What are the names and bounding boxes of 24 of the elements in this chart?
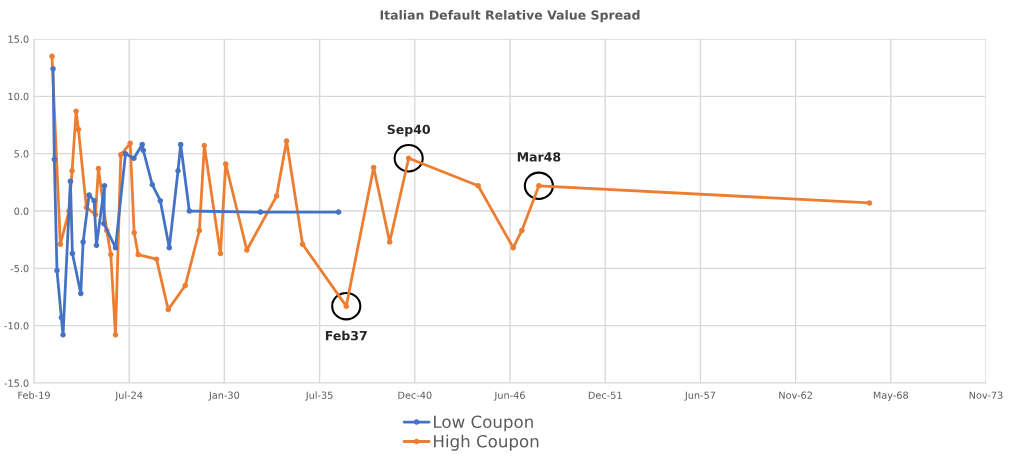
x-tick-label: Dec-40 xyxy=(398,391,432,399)
y-tick-label: 5.0 xyxy=(14,150,29,158)
legend-label: Low Coupon xyxy=(434,415,533,432)
x-tick-label: Nov-62 xyxy=(779,391,812,399)
y-tick-label: 10.0 xyxy=(8,92,29,101)
x-tick-label: Jan-30 xyxy=(208,391,240,401)
x-tick-label: Jun-46 xyxy=(493,391,525,401)
annotation: Sep40 xyxy=(387,124,430,137)
y-tick-label: -10.0 xyxy=(4,322,29,330)
chart-title: Italian Default Relative Value Spread xyxy=(380,10,640,23)
y-tick-label: 0.0 xyxy=(14,207,29,215)
y-tick-label: 15.0 xyxy=(8,35,29,43)
x-tick-label: Jun-57 xyxy=(684,391,716,401)
legend-label: High Coupon xyxy=(434,434,539,451)
x-tick-label: Jul-24 xyxy=(114,391,143,401)
x-tick-label: Feb-19 xyxy=(18,391,50,399)
x-tick-label: Nov-73 xyxy=(969,391,1003,399)
x-tick-label: Dec-51 xyxy=(588,391,622,399)
x-tick-label: May-68 xyxy=(873,391,909,401)
y-tick-label: -5.0 xyxy=(10,264,29,273)
y-tick-label: -15.0 xyxy=(4,379,29,387)
annotation: Feb37 xyxy=(325,330,367,341)
x-tick-label: Jul-35 xyxy=(305,391,333,401)
annotation: Mar48 xyxy=(517,152,561,162)
